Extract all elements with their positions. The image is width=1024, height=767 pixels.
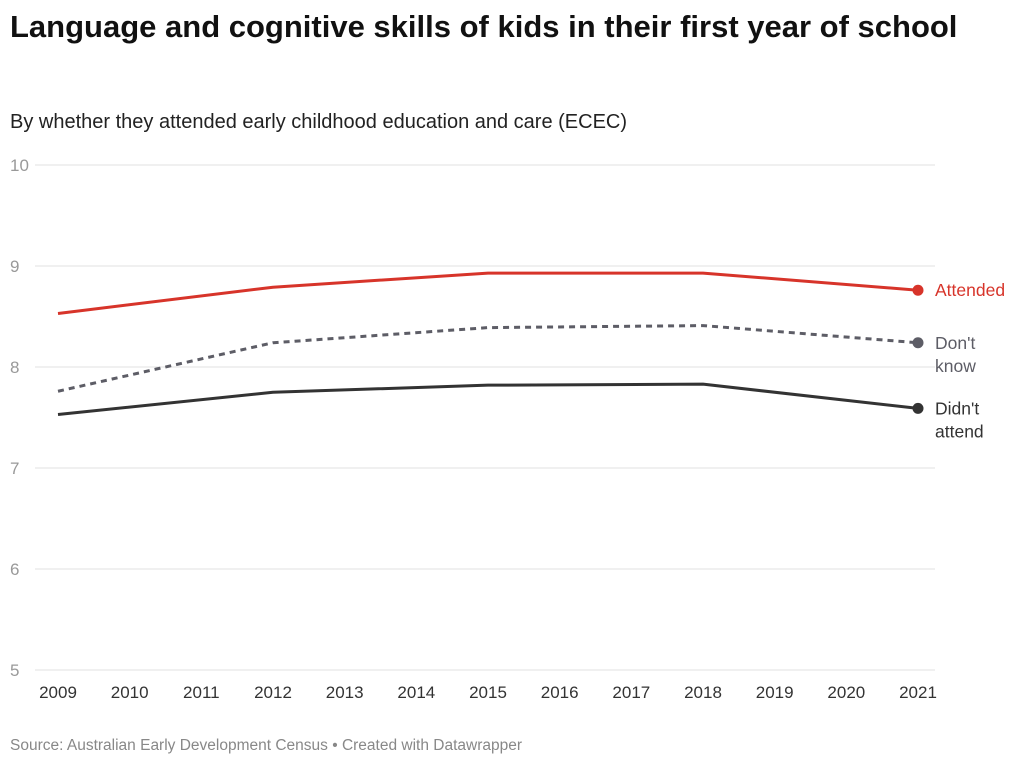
y-tick-label: 5 [10,661,19,680]
series-label: Attended [935,280,1005,300]
x-tick-label: 2012 [254,683,292,702]
x-tick-label: 2016 [541,683,579,702]
y-tick-label: 7 [10,459,19,478]
y-tick-label: 10 [10,156,29,175]
y-tick-label: 9 [10,257,19,276]
x-tick-label: 2011 [183,683,220,702]
y-tick-label: 8 [10,358,19,377]
series-end-point [912,337,924,349]
y-tick-label: 6 [10,560,19,579]
series-label: attend [935,421,984,441]
x-tick-label: 2015 [469,683,507,702]
series-end-point [912,402,924,414]
series-line [57,382,919,416]
source-footer: Source: Australian Early Development Cen… [10,737,523,754]
chart-title: Language and cognitive skills of kids in… [10,9,958,44]
series-line [57,271,919,315]
x-tick-label: 2013 [326,683,364,702]
x-tick-label: 2020 [827,683,865,702]
x-tick-label: 2018 [684,683,722,702]
chart-subtitle: By whether they attended early childhood… [10,111,628,133]
series-label: Don't [935,333,975,353]
x-tick-label: 2019 [756,683,794,702]
x-tick-label: 2021 [899,683,937,702]
series-label: know [935,356,976,376]
x-tick-label: 2017 [612,683,650,702]
x-tick-label: 2014 [397,683,435,702]
series-line [57,324,919,393]
series-end-point [912,284,924,296]
x-tick-label: 2009 [39,683,77,702]
x-tick-label: 2010 [111,683,149,702]
series-label: Didn't [935,398,979,418]
